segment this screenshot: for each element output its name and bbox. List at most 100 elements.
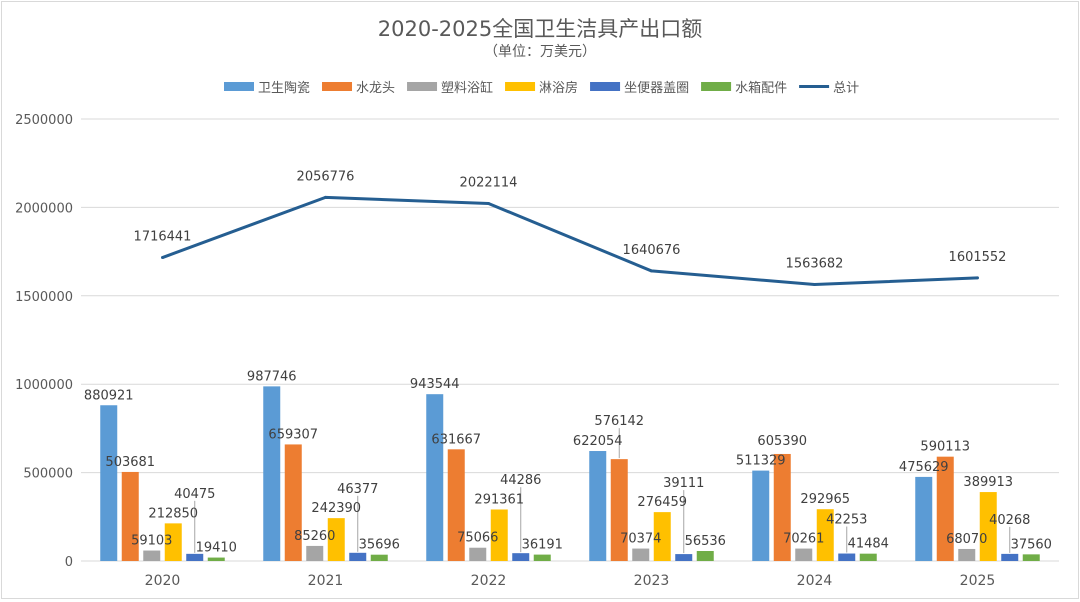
legend-item: 总计 [799,81,859,96]
bar-卫生陶瓷 [263,386,281,561]
line-data-label: 1640676 [623,243,681,258]
bar-坐便器盖圈 [512,553,530,561]
bar-坐便器盖圈 [349,552,367,561]
bars [100,386,1040,561]
line-point [161,256,164,260]
legend-item: 坐便器盖圈 [590,81,689,96]
bar-data-label: 242390 [311,501,361,516]
bar-坐便器盖圈 [1001,553,1019,561]
bar-data-label: 503681 [105,455,155,470]
line-data-label: 1601552 [949,250,1007,265]
bar-水龙头 [447,449,465,561]
bar-淋浴房 [327,518,345,561]
bar-坐便器盖圈 [186,553,204,561]
legend-label: 水龙头 [356,81,395,96]
bar-水箱配件 [370,554,388,561]
line-point [813,283,816,287]
bar-data-label: 292965 [800,492,850,507]
bar-data-label: 56536 [685,534,726,549]
bar-卫生陶瓷 [589,451,607,561]
legend-item: 淋浴房 [505,80,578,96]
bar-水龙头 [773,453,791,561]
line-point [976,276,979,280]
bar-data-label: 42253 [826,513,867,528]
x-tick-label: 2025 [960,573,996,589]
line-point [324,195,327,199]
legend-swatch [407,82,438,91]
bar-塑料浴缸 [306,545,324,561]
x-tick-label: 2021 [308,573,344,589]
bar-卫生陶瓷 [426,394,444,561]
bar-data-label: 291361 [474,492,524,507]
bar-data-label: 70261 [783,532,824,547]
label-leader-lines [194,428,1011,554]
bar-塑料浴缸 [795,548,813,561]
bar-水箱配件 [207,557,225,561]
bar-data-label: 276459 [637,495,687,510]
x-tick-label: 2024 [797,573,833,589]
bar-data-label: 46377 [337,482,378,497]
chart-title: 2020-2025全国卫生洁具产出口额 [378,17,702,41]
legend-item: 水箱配件 [701,80,787,96]
bar-塑料浴缸 [958,548,976,561]
bar-淋浴房 [164,523,182,561]
y-tick-label: 2000000 [15,201,73,216]
legend-label: 坐便器盖圈 [624,81,689,96]
bar-data-label: 576142 [594,414,644,429]
bar-data-label: 35696 [359,538,400,553]
x-tick-label: 2020 [145,573,181,589]
y-axis: 0 500000 1000000 1500000 2000000 2500000 [15,113,73,570]
x-axis: 2020 2021 2022 2023 2024 2025 [145,573,996,589]
line-data-label: 1563682 [786,257,844,272]
line-data-label: 2056776 [297,169,355,184]
bar-data-label: 590113 [920,440,970,455]
legend-swatch [590,82,621,91]
bar-卫生陶瓷 [752,470,770,561]
bar-水箱配件 [859,553,877,561]
grid [81,118,1059,562]
x-tick-label: 2023 [634,573,670,589]
bar-data-label: 85260 [294,529,335,544]
line-point [487,201,490,205]
legend-label: 淋浴房 [539,80,578,96]
line-point [650,269,653,273]
bar-卫生陶瓷 [915,476,933,561]
bar-data-label: 212850 [148,506,198,521]
legend-item: 塑料浴缸 [407,80,493,96]
data-labels: 1716441 2056776 2022114 1640676 1563682 16015… [84,169,1052,555]
bar-data-label: 659307 [268,427,318,442]
line-data-label: 2022114 [460,175,518,190]
bar-data-label: 880921 [84,388,134,403]
bar-data-label: 41484 [848,537,889,552]
line-data-label: 1716441 [134,230,192,245]
legend-item: 卫生陶瓷 [224,80,310,96]
bar-水箱配件 [696,551,714,561]
legend-swatch [224,82,254,91]
bar-data-label: 39111 [663,476,704,491]
y-tick-label: 1000000 [15,378,73,393]
legend-swatch [701,82,732,91]
legend-label: 塑料浴缸 [441,80,493,96]
bar-淋浴房 [979,492,997,561]
bar-data-label: 987746 [247,369,297,384]
chart-subtitle: （单位：万美元） [484,44,596,60]
legend-swatch [322,82,353,91]
bar-data-label: 943544 [410,377,460,392]
legend-label: 卫生陶瓷 [258,80,310,96]
bar-data-label: 631667 [431,432,481,447]
y-tick-label: 500000 [23,467,73,482]
bar-data-label: 75066 [457,531,498,546]
bar-data-label: 389913 [963,475,1013,490]
total-line [161,195,979,287]
bar-data-label: 37560 [1011,537,1052,552]
bar-data-label: 511329 [736,454,786,469]
bar-data-label: 68070 [946,532,987,547]
bar-data-label: 59103 [131,534,172,549]
bar-水龙头 [936,456,954,561]
bar-淋浴房 [490,509,508,561]
x-tick-label: 2022 [471,573,507,589]
bar-卫生陶瓷 [100,405,118,561]
bar-塑料浴缸 [143,550,161,561]
